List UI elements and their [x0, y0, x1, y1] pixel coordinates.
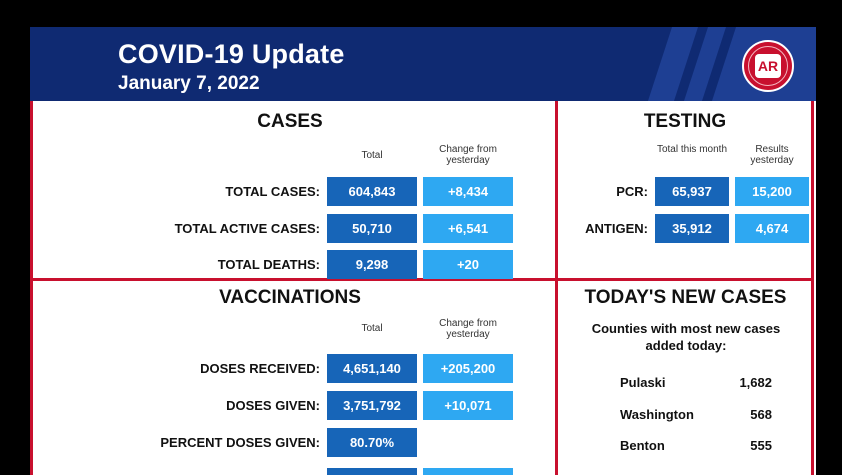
testing-col-results: Results yesterday [750, 144, 794, 166]
cases-col-change: Change from yesterday [439, 144, 497, 166]
pcr-yesterday-value: 15,200 [735, 177, 809, 206]
doses-received-value: 4,651,140 [327, 354, 417, 383]
percent-doses-label: PERCENT DOSES GIVEN: [160, 435, 320, 450]
cases-col-total: Total [361, 150, 383, 161]
county-name: Washington [620, 407, 694, 422]
doses-given-change: +10,071 [423, 391, 513, 420]
total-deaths-label: TOTAL DEATHS: [217, 257, 320, 272]
left-border [30, 101, 33, 475]
new-cases-title: TODAY'S NEW CASES [584, 287, 787, 308]
county-count: 568 [750, 407, 772, 422]
vaccinations-title: VACCINATIONS [219, 287, 361, 308]
health-department-seal-icon: AR [742, 40, 794, 92]
antigen-label: ANTIGEN: [585, 221, 648, 236]
county-name: Pulaski [620, 375, 666, 390]
total-deaths-value: 9,298 [327, 250, 417, 279]
antigen-yesterday-value: 4,674 [735, 214, 809, 243]
middle-divider [30, 278, 814, 281]
doses-given-value: 3,751,792 [327, 391, 417, 420]
total-cases-label: TOTAL CASES: [225, 184, 320, 199]
report-date: January 7, 2022 [118, 73, 260, 94]
percent-doses-value: 80.70% [327, 428, 417, 457]
cases-title: CASES [257, 111, 323, 132]
page-title: COVID-19 Update [118, 39, 345, 69]
antigen-month-value: 35,912 [655, 214, 729, 243]
testing-col-month: Total this month [656, 144, 728, 155]
pcr-month-value: 65,937 [655, 177, 729, 206]
active-cases-change: +6,541 [423, 214, 513, 243]
pcr-label: PCR: [616, 184, 648, 199]
county-name: Benton [620, 438, 665, 453]
total-cases-change: +8,434 [423, 177, 513, 206]
header-banner: COVID-19 Update January 7, 2022 AR [30, 27, 816, 101]
testing-title: TESTING [643, 111, 727, 132]
doses-received-label: DOSES RECEIVED: [200, 361, 320, 376]
total-deaths-change: +20 [423, 250, 513, 279]
vaccinations-col-change: Change from yesterday [439, 318, 497, 340]
cropped-row-change-cell [423, 468, 513, 475]
vaccinations-col-total: Total [361, 323, 383, 334]
county-count: 555 [750, 438, 772, 453]
active-cases-label: TOTAL ACTIVE CASES: [174, 221, 320, 236]
cropped-row-total-cell [327, 468, 417, 475]
new-cases-subtitle: Counties with most new cases added today… [591, 321, 781, 353]
county-count: 1,682 [739, 375, 772, 390]
center-divider [555, 101, 558, 475]
doses-received-change: +205,200 [423, 354, 513, 383]
doses-given-label: DOSES GIVEN: [226, 398, 320, 413]
total-cases-value: 604,843 [327, 177, 417, 206]
active-cases-value: 50,710 [327, 214, 417, 243]
right-border [811, 101, 814, 475]
covid-update-page: COVID-19 Update January 7, 2022 AR CASES… [30, 27, 816, 475]
